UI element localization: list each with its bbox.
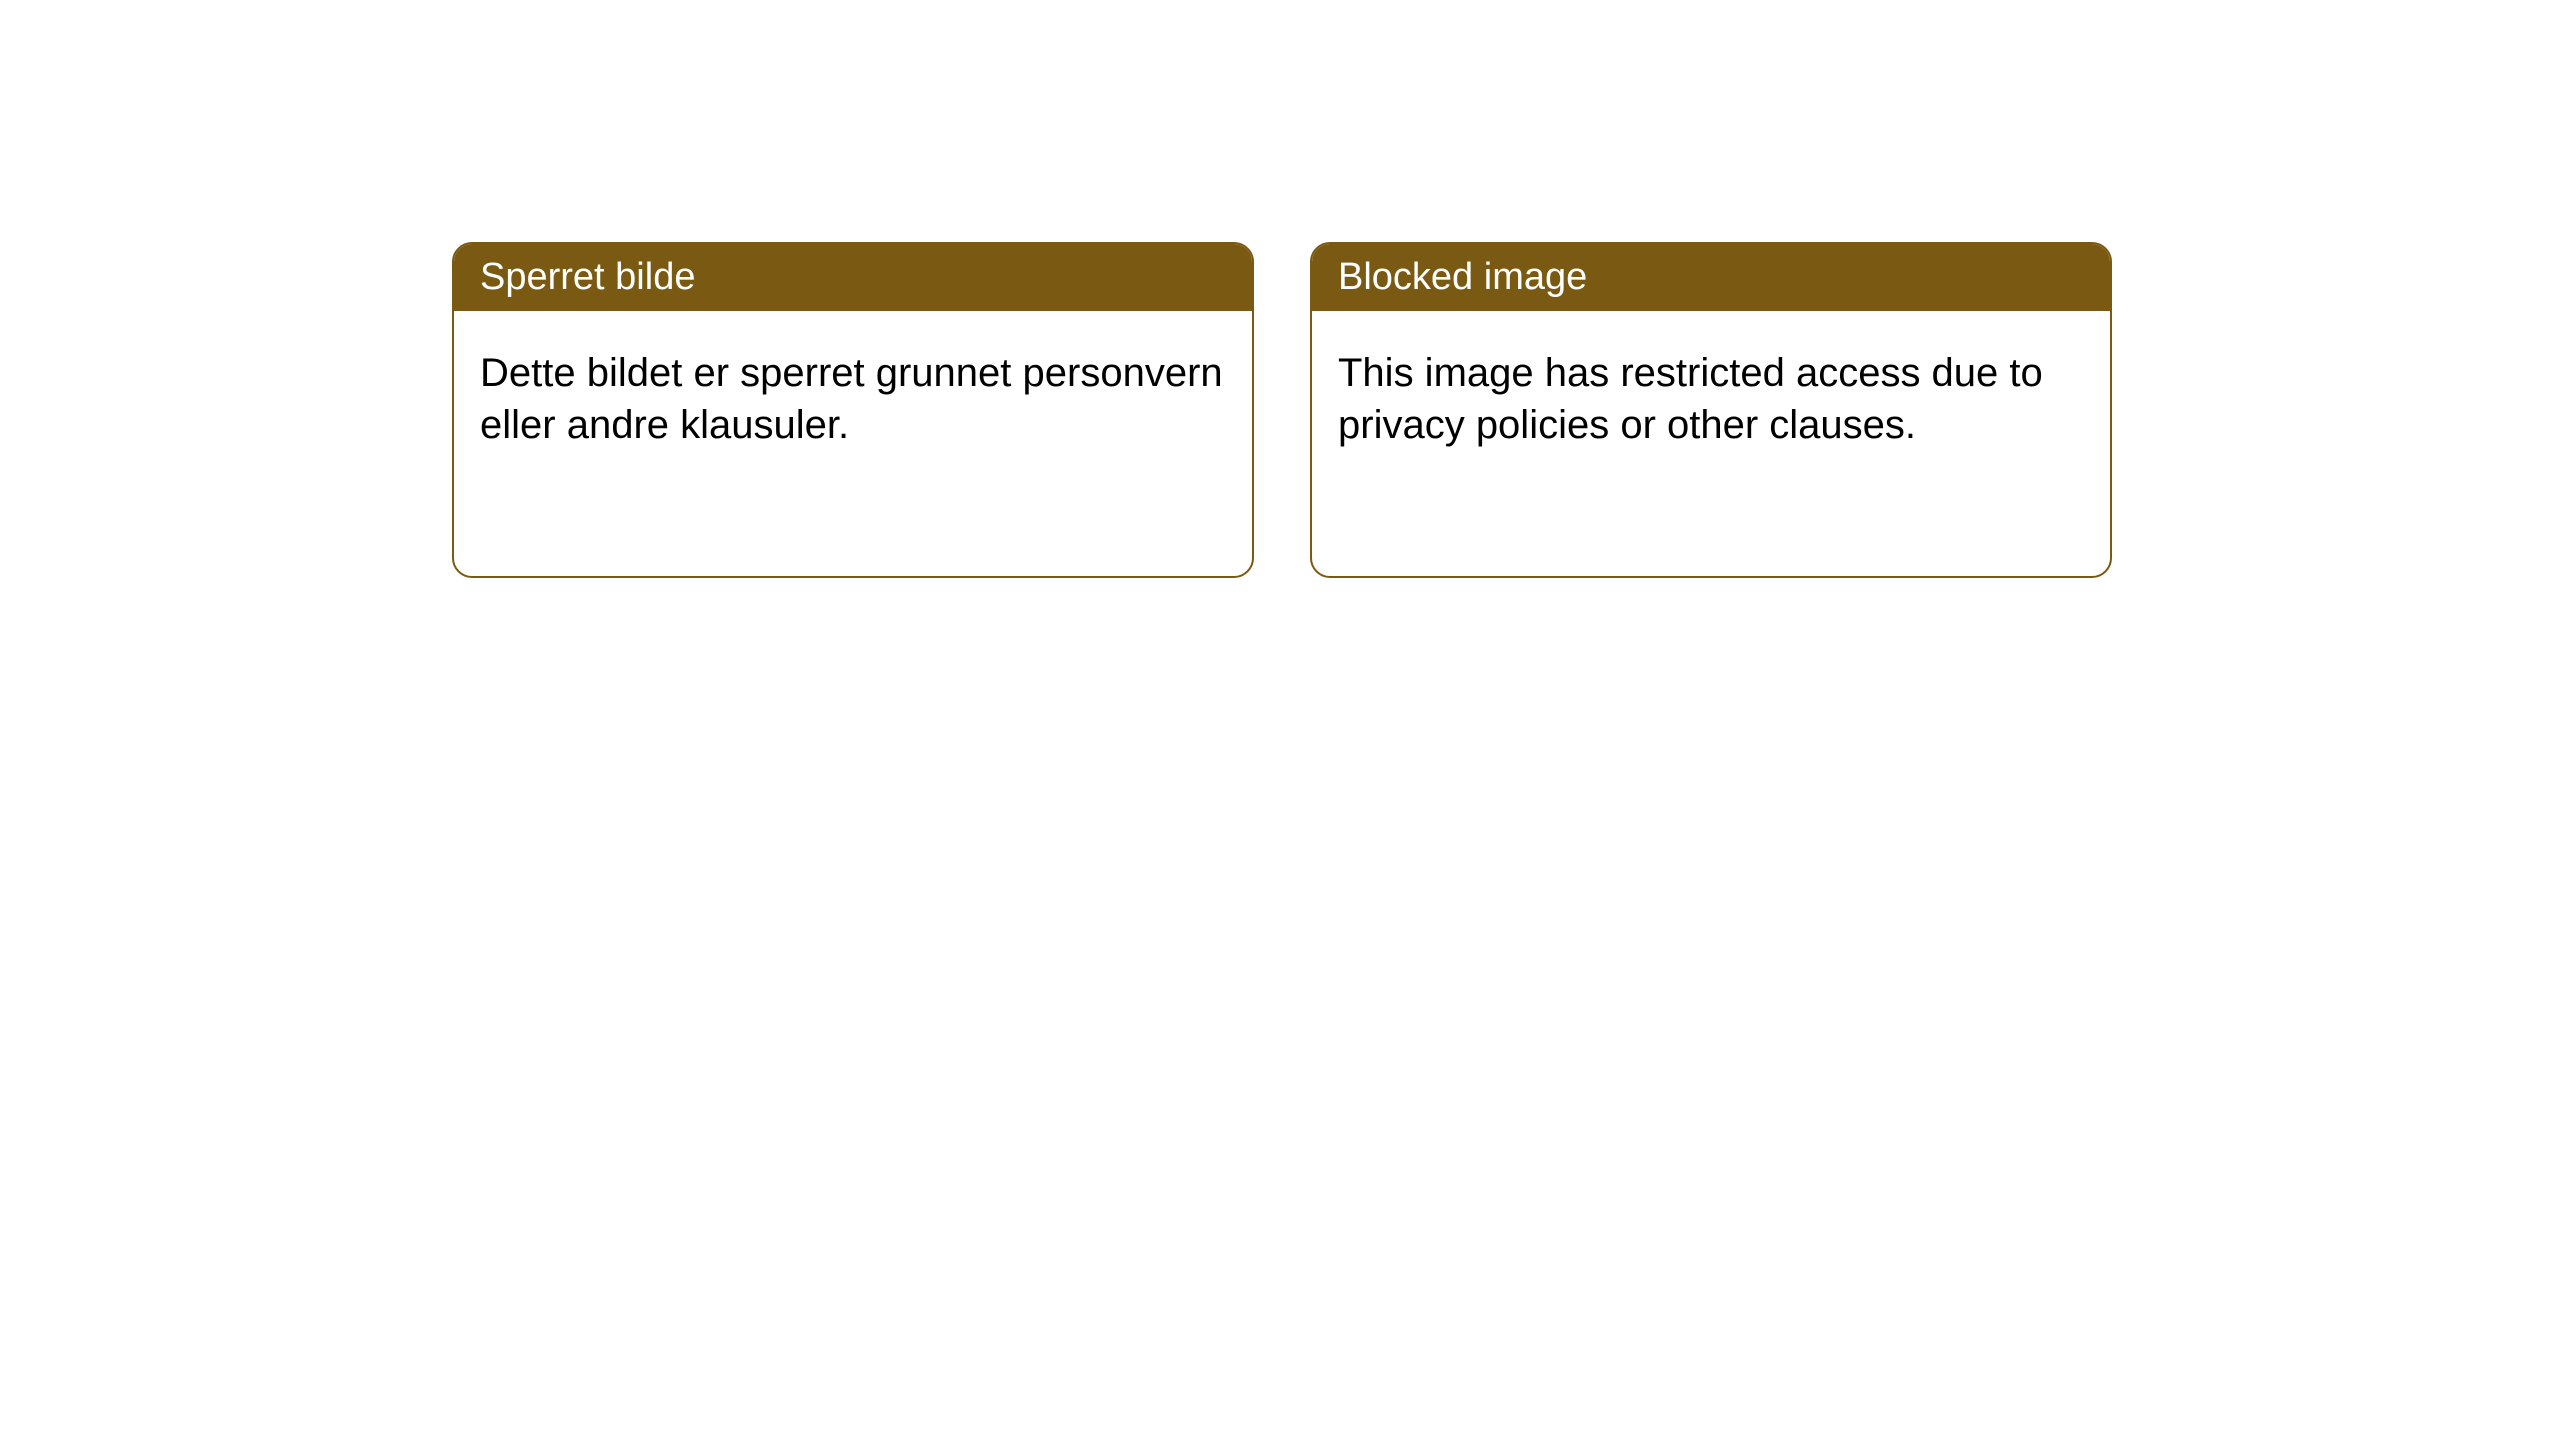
blocked-image-notice: Sperret bilde Dette bildet er sperret gr… xyxy=(452,242,2112,578)
card-header-no: Sperret bilde xyxy=(454,244,1252,311)
card-english: Blocked image This image has restricted … xyxy=(1310,242,2112,578)
card-body-no: Dette bildet er sperret grunnet personve… xyxy=(454,311,1252,487)
card-title-en: Blocked image xyxy=(1338,256,1587,298)
card-title-no: Sperret bilde xyxy=(480,256,695,298)
card-header-en: Blocked image xyxy=(1312,244,2110,311)
card-norwegian: Sperret bilde Dette bildet er sperret gr… xyxy=(452,242,1254,578)
card-body-en: This image has restricted access due to … xyxy=(1312,311,2110,487)
card-text-en: This image has restricted access due to … xyxy=(1338,351,2043,447)
card-text-no: Dette bildet er sperret grunnet personve… xyxy=(480,351,1223,447)
